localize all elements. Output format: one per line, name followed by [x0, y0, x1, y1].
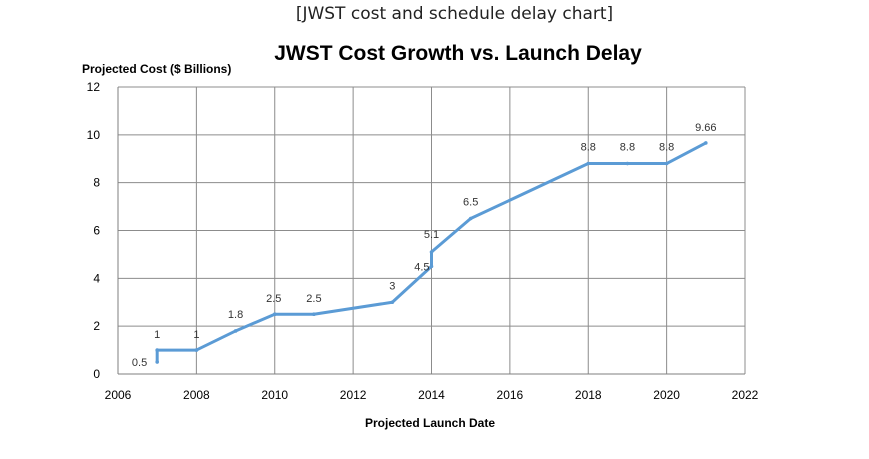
chart-title: JWST Cost Growth vs. Launch Delay [274, 42, 642, 65]
data-point [233, 329, 238, 333]
data-label: 6.5 [463, 197, 478, 209]
data-point [664, 161, 669, 166]
data-label: 2.5 [266, 293, 281, 305]
image-caption: [JWST cost and schedule delay chart] [295, 4, 614, 24]
data-point [625, 161, 630, 166]
data-label: 9.66 [695, 122, 716, 134]
data-label: 2.5 [306, 293, 321, 305]
x-tick-label: 2018 [575, 388, 602, 402]
x-tick-label: 2014 [418, 388, 445, 402]
x-tick-label: 2008 [183, 388, 210, 402]
data-label: 8.8 [620, 142, 635, 154]
series-group [155, 141, 708, 364]
data-labels: 0.5 1 1 1.8 2.5 2.5 3 4.5 5.1 6.5 8.8 8.8 8.8 9.66 [132, 122, 717, 369]
x-tick-label: 2016 [497, 388, 524, 402]
data-point [155, 348, 159, 352]
x-tick-label: 2022 [732, 388, 759, 402]
data-point [468, 216, 473, 221]
y-tick-label: 0 [93, 367, 100, 381]
data-point [312, 312, 316, 317]
data-label: 8.8 [659, 142, 674, 154]
x-tick-label: 2006 [105, 388, 132, 402]
data-label: 5.1 [424, 229, 439, 241]
x-tick-label: 2020 [653, 388, 680, 402]
y-tick-label: 12 [87, 80, 101, 94]
y-tick-label: 6 [93, 224, 100, 238]
data-point [586, 161, 591, 166]
data-label: 1 [154, 329, 160, 341]
data-point [429, 264, 434, 269]
x-tick-label: 2010 [261, 388, 288, 402]
grid-lines [117, 86, 746, 375]
data-label: 0.5 [132, 357, 147, 369]
data-point [272, 312, 277, 317]
tick-labels: 0 2 4 6 8 10 12 2006 2008 2010 2012 2014 2016 2018 202… [87, 80, 759, 402]
data-point [704, 141, 708, 145]
y-tick-label: 4 [93, 271, 100, 285]
x-tick-label: 2012 [340, 388, 367, 402]
data-point [429, 250, 434, 254]
data-label: 3 [389, 280, 395, 292]
data-point [194, 348, 199, 352]
y-tick-label: 2 [93, 319, 100, 333]
data-label: 1 [193, 329, 199, 341]
series-line [155, 141, 707, 363]
y-tick-label: 8 [93, 176, 100, 190]
data-label: 1.8 [228, 309, 243, 321]
y-tick-label: 10 [87, 128, 101, 142]
x-axis-title: Projected Launch Date [365, 416, 495, 430]
data-label: 4.5 [414, 261, 429, 273]
axes [117, 87, 745, 375]
data-point [390, 300, 395, 305]
data-label: 8.8 [581, 142, 596, 154]
data-point [155, 360, 159, 364]
y-axis-title: Projected Cost ($ Billions) [82, 62, 231, 76]
